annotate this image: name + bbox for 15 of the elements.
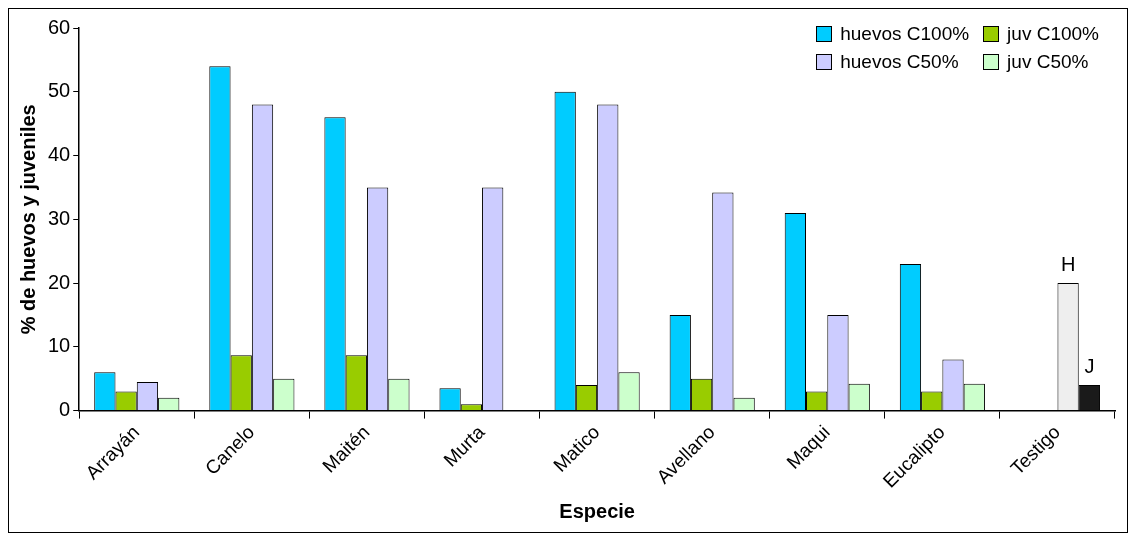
y-tick-label: 40 [48,143,71,166]
legend-label: huevos C50% [840,51,959,73]
y-tick-label: 50 [48,79,71,102]
y-tick-label: 10 [48,334,71,357]
y-tick-label: 20 [48,270,71,293]
y-tick-label: 0 [59,398,71,421]
annotation: H [1060,252,1076,275]
y-tick-label: 30 [48,206,71,229]
legend-label: juv C50% [1007,51,1089,73]
y-axis-title: % de huevos y juveniles [16,104,39,335]
annotation: J [1084,354,1095,377]
legend-label: juv C100% [1007,23,1099,45]
legend-label: huevos C100% [840,23,970,45]
y-tick-label: 60 [48,15,71,38]
x-axis-title: Especie [559,499,635,522]
